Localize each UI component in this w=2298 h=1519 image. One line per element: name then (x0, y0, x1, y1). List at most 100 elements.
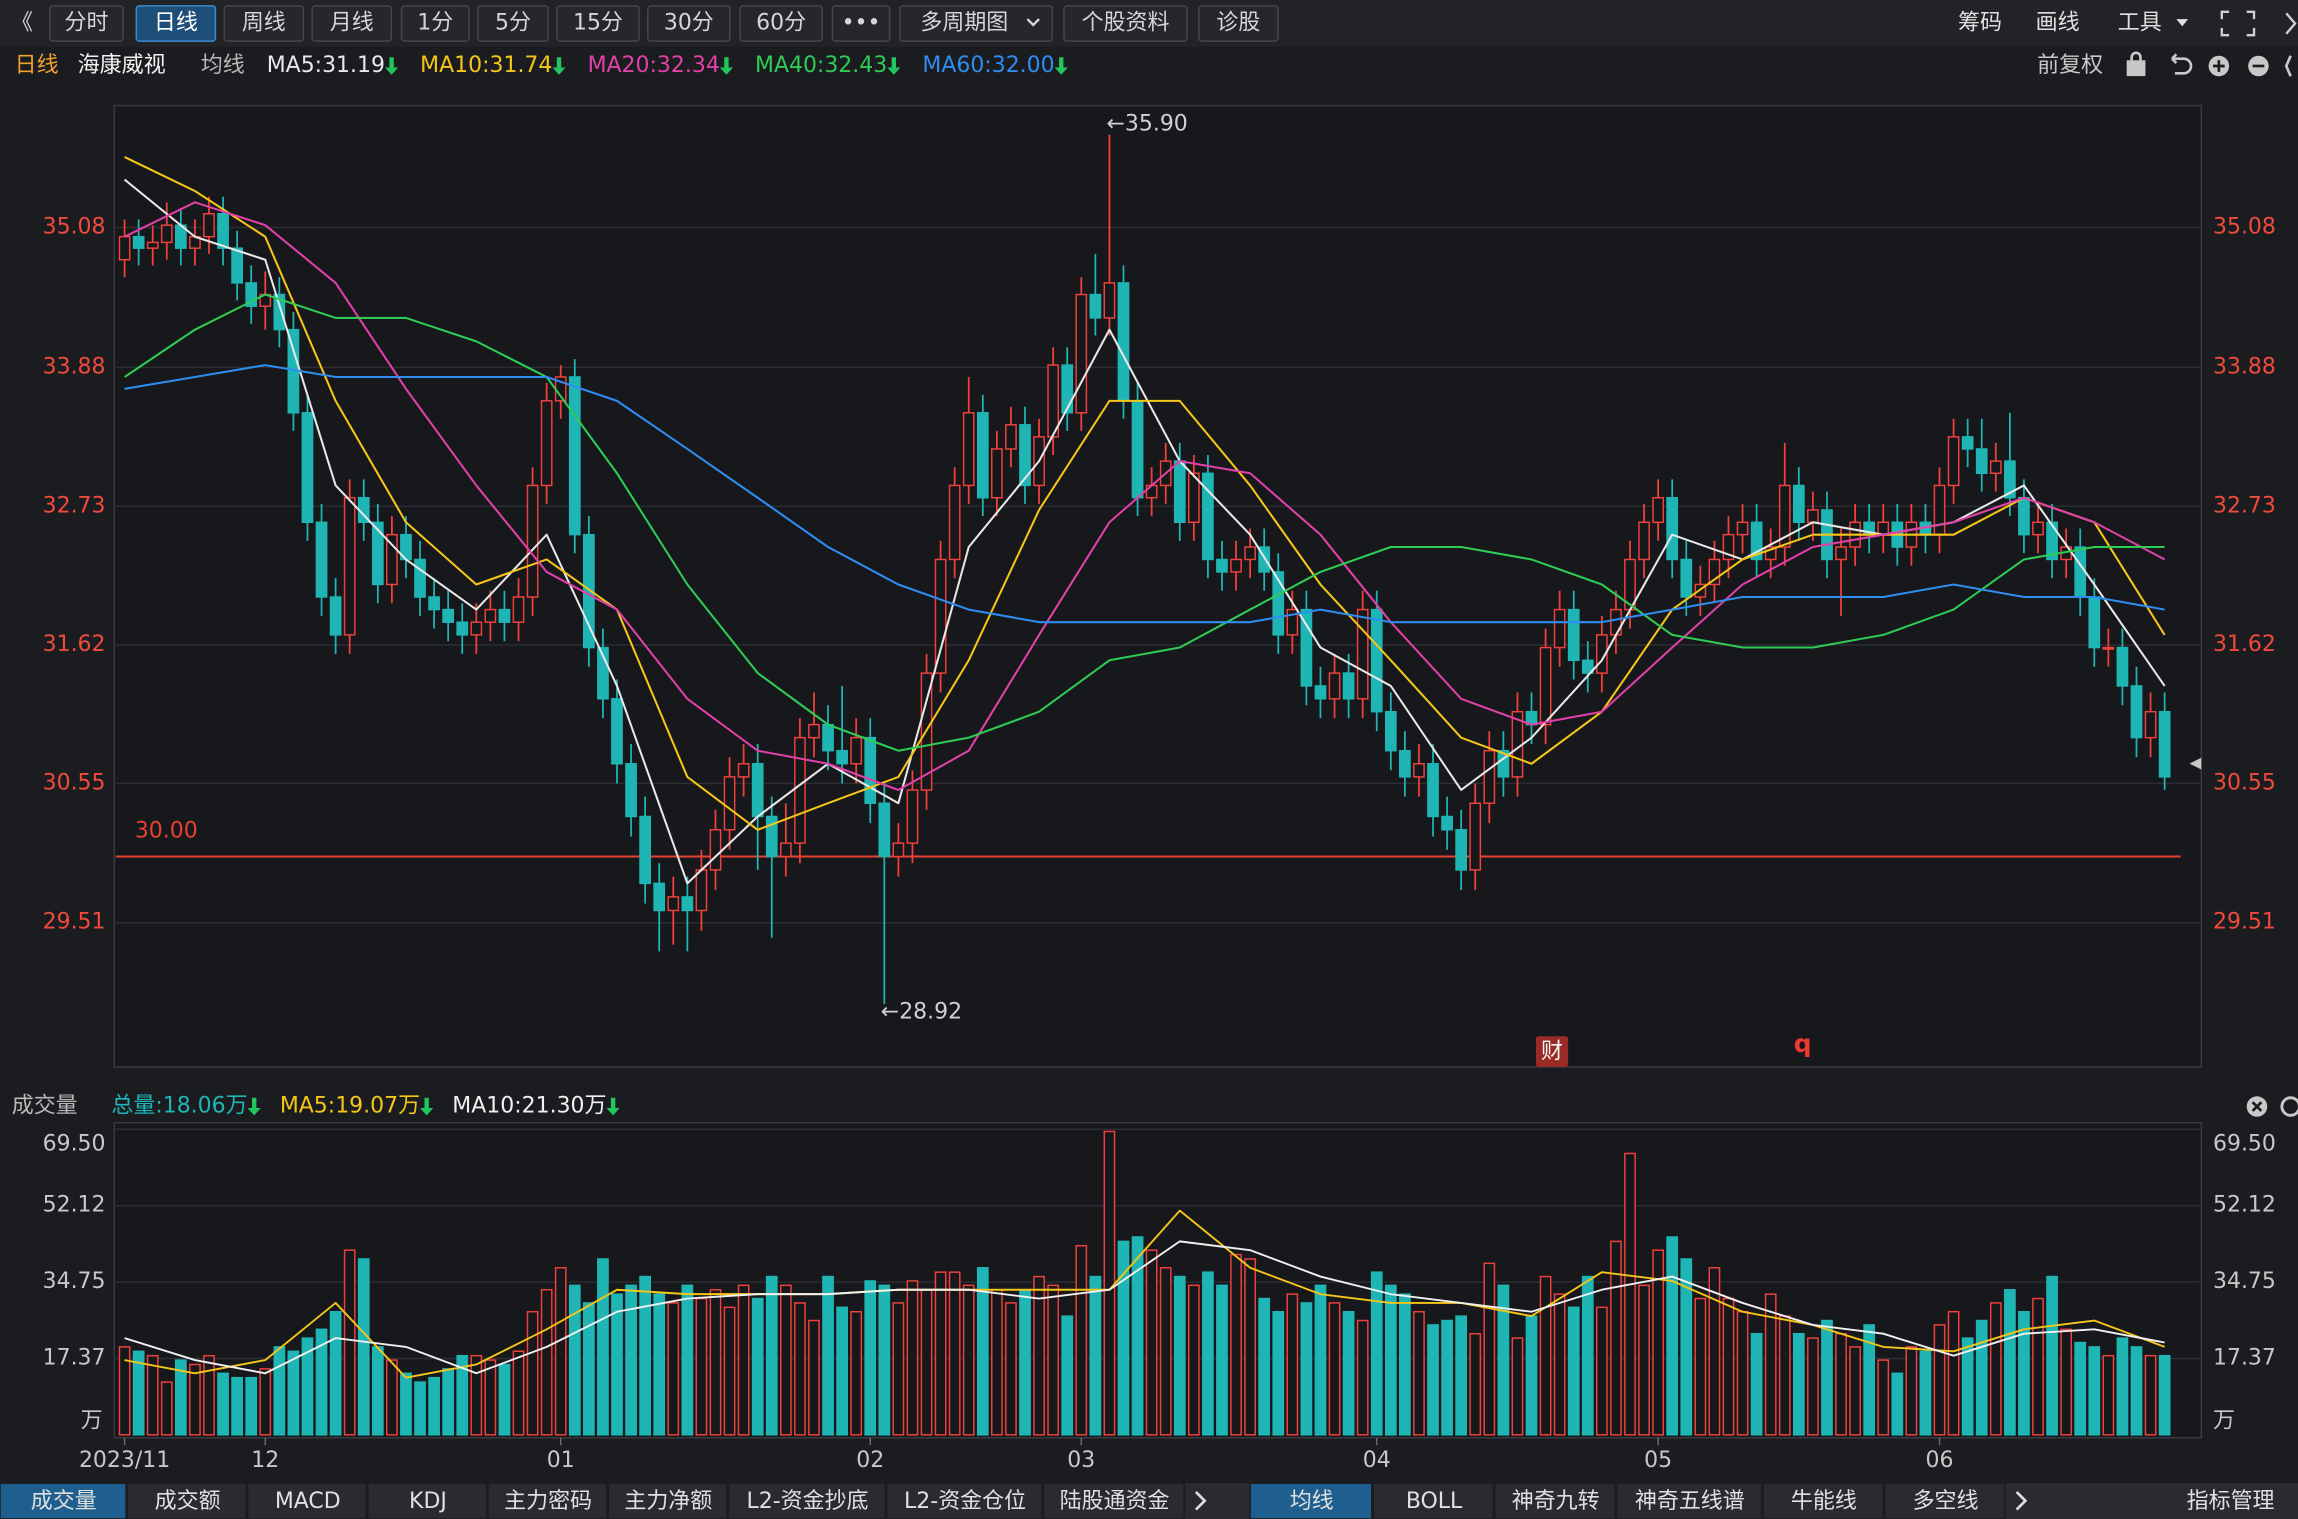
indicator-tab[interactable] (367, 1482, 488, 1519)
fullscreen-icon[interactable] (2220, 10, 2256, 37)
indicator-tab-label[interactable]: 神奇五线谱 (1635, 1489, 1745, 1514)
dropdown-caret (1026, 18, 1040, 27)
toolbar-label[interactable]: 月线 (330, 10, 374, 35)
toolbar-label[interactable]: 分时 (64, 10, 108, 35)
toolbar-button[interactable] (831, 5, 891, 42)
toolbar-label[interactable]: 多周期图 (920, 10, 1008, 35)
indicator-tab[interactable] (126, 1482, 247, 1519)
manage-tab-label[interactable]: 指标管理 (2187, 1489, 2275, 1514)
candle-body (1975, 448, 1988, 474)
x-tick-label: 03 (1067, 1448, 1095, 1473)
volume-bar (1539, 1275, 1552, 1436)
settings-icon[interactable] (2280, 1096, 2298, 1117)
indicator-tab-label[interactable]: 神奇九转 (1512, 1489, 1600, 1514)
volume-bar (1525, 1315, 1538, 1436)
indicator-tab-label[interactable]: 均线 (1290, 1489, 1334, 1514)
tab-scroll[interactable] (2015, 1491, 2028, 1511)
candle-body (231, 247, 243, 284)
toolbar-button[interactable] (135, 5, 217, 42)
indicator-tab-label[interactable]: KDJ (409, 1489, 447, 1514)
indicator-tab-label[interactable]: 成交额 (155, 1489, 221, 1514)
toolbar-button[interactable] (223, 5, 305, 42)
candle-body (1778, 484, 1791, 548)
volume-bar (836, 1306, 848, 1436)
manage-tab[interactable] (2164, 1483, 2298, 1519)
indicator-tab[interactable] (487, 1482, 608, 1519)
indicator-tab[interactable] (1615, 1482, 1763, 1519)
indicator-tab-label[interactable]: 成交量 (31, 1489, 97, 1514)
candle-body (203, 213, 215, 238)
candle-body (1680, 558, 1693, 598)
toolbar-label[interactable]: 日线 (154, 10, 198, 35)
indicator-tab[interactable] (246, 1482, 368, 1519)
toolbar-label[interactable]: 1分 (417, 10, 453, 35)
indicator-tab-label[interactable]: 多空线 (1913, 1489, 1979, 1514)
lock-shackle (2130, 51, 2142, 62)
indicator-tab-label[interactable]: 陆股通资金 (1060, 1489, 1170, 1514)
high-annotation: ←35.90 (1106, 112, 1187, 137)
indicator-tab-label[interactable]: BOLL (1406, 1489, 1463, 1514)
candle-body (934, 558, 947, 674)
toolbar-button[interactable] (647, 5, 731, 42)
toolbar-button[interactable] (1063, 5, 1188, 42)
indicator-tab[interactable] (1494, 1482, 1616, 1519)
volume-bar (1314, 1284, 1327, 1436)
toolbar-button[interactable] (556, 5, 640, 42)
candle-body (1427, 763, 1439, 818)
indicator-tab-label[interactable]: 主力净额 (624, 1489, 712, 1514)
indicator-label: 均线 (201, 53, 245, 78)
candle-body (1258, 546, 1271, 573)
toolbar-label[interactable]: 周线 (242, 10, 286, 35)
toolbar-label[interactable]: 15分 (573, 10, 623, 35)
finance-badge[interactable] (1535, 1036, 1569, 1067)
toolbar-label[interactable]: 诊股 (1216, 10, 1260, 35)
indicator-tab-label[interactable]: L2-资金抄底 (747, 1489, 869, 1514)
toolbar-button[interactable] (311, 5, 393, 42)
indicator-tab-label[interactable]: L2-资金仓位 (904, 1489, 1026, 1514)
ma-line (124, 1240, 2165, 1375)
toolbar-button[interactable] (400, 5, 470, 42)
candle-body (1314, 685, 1327, 700)
candle-body (667, 896, 680, 912)
volume-bar (1919, 1350, 1932, 1436)
indicator-tab[interactable] (607, 1482, 728, 1519)
toolbar-label[interactable]: ••• (842, 10, 881, 35)
toolbar-label[interactable]: 《 (11, 10, 33, 35)
toolbar-button[interactable] (899, 5, 1054, 42)
candle-body (653, 882, 666, 912)
volume-close[interactable] (2246, 1096, 2298, 1117)
tools-caret (2176, 19, 2189, 27)
toolbar-right-label[interactable]: 画线 (2036, 10, 2080, 35)
undo-icon[interactable] (2171, 53, 2193, 75)
volume-bar (779, 1284, 792, 1436)
toolbar-button[interactable] (49, 5, 124, 42)
toolbar-label[interactable]: 5分 (495, 10, 531, 35)
candle-body (118, 235, 131, 261)
toolbar-right-label[interactable]: 筹码 (1958, 10, 2002, 35)
volume-bar (1075, 1245, 1088, 1436)
toolbar-right-label[interactable]: 工具 (2118, 10, 2162, 35)
adjust-mode[interactable]: 前复权 (2037, 53, 2103, 78)
collapse-icon[interactable] (2284, 55, 2292, 77)
volume-bar (146, 1354, 159, 1436)
toolbar-button[interactable] (477, 5, 549, 42)
more-icon[interactable] (2285, 12, 2297, 35)
tab-scroll[interactable] (1194, 1491, 1207, 1511)
q-badge[interactable]: q (1794, 1029, 1812, 1058)
toolbar-label[interactable]: 30分 (664, 10, 714, 35)
indicator-tab-label[interactable]: 主力密码 (504, 1489, 592, 1514)
candle-body (470, 621, 483, 636)
indicator-tab-label[interactable]: 牛能线 (1791, 1489, 1857, 1514)
toolbar-button[interactable] (739, 5, 823, 42)
candle-body (1187, 472, 1200, 524)
toolbar-label[interactable]: 个股资料 (1082, 10, 1170, 35)
indicator-tab[interactable] (1883, 1482, 2006, 1519)
toolbar-button[interactable] (1198, 5, 1279, 42)
indicator-tab-label[interactable]: MACD (275, 1489, 341, 1514)
indicator-tab[interactable] (1762, 1482, 1884, 1519)
volume-bar (1961, 1337, 1974, 1436)
volume-bar (653, 1293, 666, 1436)
lock-icon[interactable] (2126, 60, 2146, 77)
indicator-tab[interactable] (1249, 1482, 1373, 1519)
toolbar-label[interactable]: 60分 (756, 10, 806, 35)
